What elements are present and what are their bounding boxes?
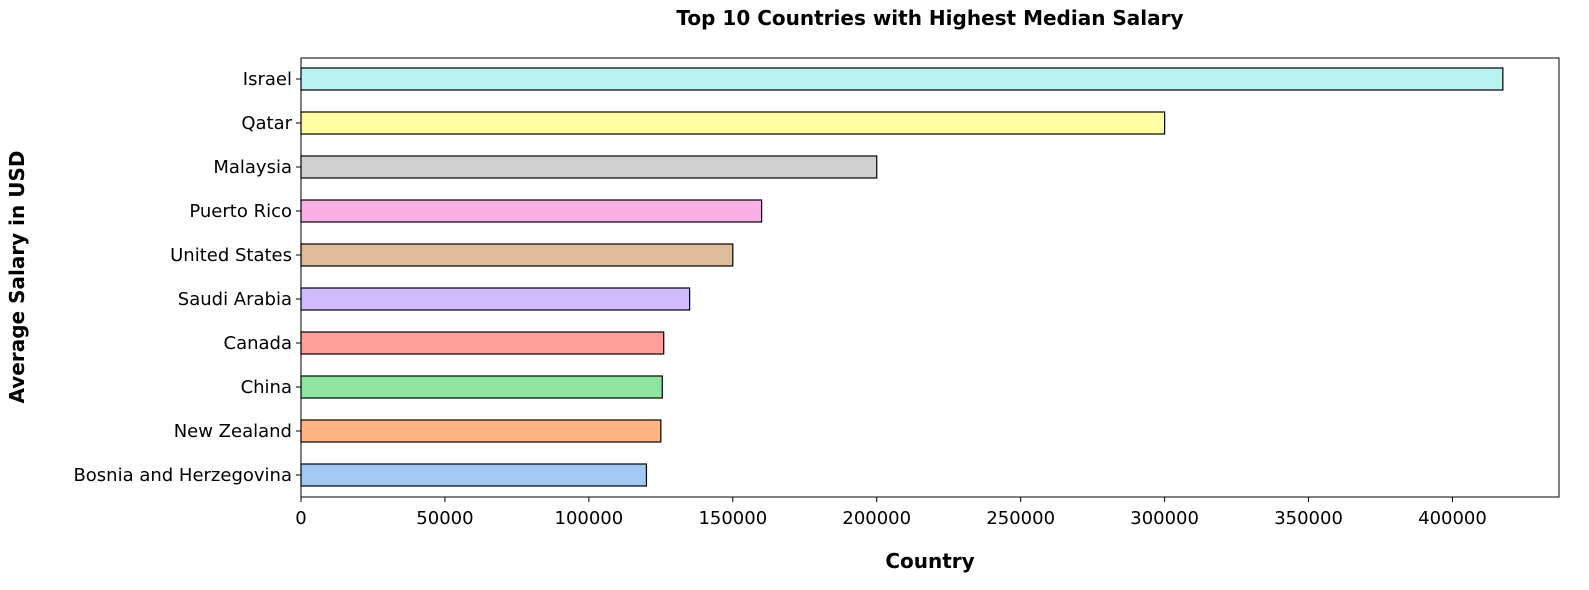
bar-bosnia-and-herzegovina — [300, 463, 648, 487]
y-tick-label: New Zealand — [174, 421, 292, 442]
chart-title: Top 10 Countries with Highest Median Sal… — [676, 6, 1183, 30]
y-tick-label: United States — [170, 245, 292, 266]
bar-qatar — [300, 111, 1166, 135]
bars-layer — [300, 67, 1504, 487]
x-tick-label: 150000 — [698, 508, 767, 529]
y-tick-label: Puerto Rico — [189, 201, 292, 222]
x-tick-label: 0 — [295, 508, 306, 529]
x-tick-label: 250000 — [986, 508, 1055, 529]
y-tick-label: Bosnia and Herzegovina — [73, 465, 292, 486]
x-tick-label: 300000 — [1130, 508, 1199, 529]
y-tick-label: Saudi Arabia — [178, 289, 292, 310]
x-tick-label: 100000 — [555, 508, 624, 529]
y-axis-label: Average Salary in USD — [5, 151, 29, 404]
bar-new-zealand — [300, 419, 662, 443]
bar-israel — [300, 67, 1504, 91]
x-axis-label: Country — [885, 549, 974, 573]
plot-frame — [300, 57, 1560, 498]
y-tick-label: Israel — [243, 69, 292, 90]
bar-puerto-rico — [300, 199, 763, 223]
x-tick-label: 400000 — [1418, 508, 1487, 529]
x-tick-label: 50000 — [416, 508, 473, 529]
ticks-layer: Israel Qatar Malaysia Puerto Rico United Sta… — [73, 69, 1486, 529]
y-tick-label: China — [241, 377, 292, 398]
y-tick-label: Malaysia — [213, 157, 292, 178]
x-tick-label: 200000 — [842, 508, 911, 529]
bar-united-states — [300, 243, 734, 267]
y-tick-label: Canada — [224, 333, 293, 354]
x-tick-label: 350000 — [1274, 508, 1343, 529]
bar-china — [300, 375, 663, 399]
y-tick-label: Qatar — [241, 113, 292, 134]
bar-canada — [300, 331, 665, 355]
bar-malaysia — [300, 155, 878, 179]
bar-saudi-arabia — [300, 287, 691, 311]
